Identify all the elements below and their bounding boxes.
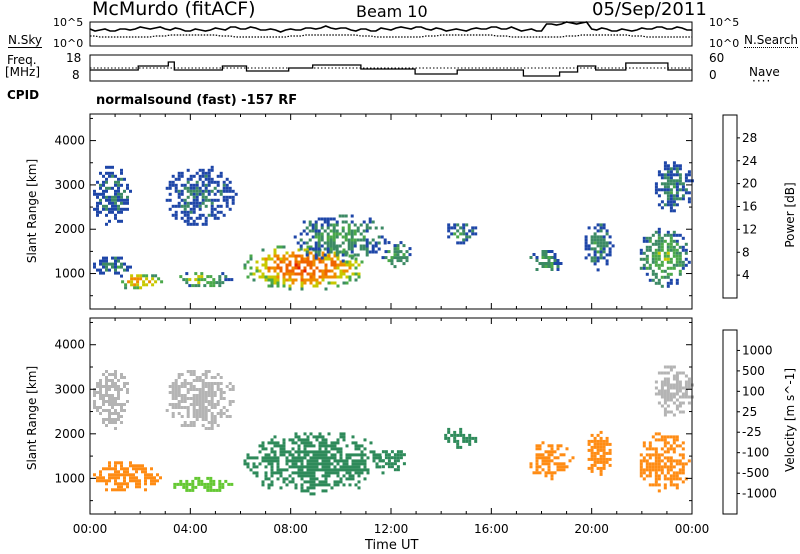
beam-label: Beam 10 bbox=[356, 2, 428, 21]
colorbar-tick-label: 8 bbox=[742, 245, 750, 259]
velocity-colorbar-label: Velocity [m s^-1] bbox=[783, 367, 797, 473]
freq-left-tick-top: 18 bbox=[66, 51, 82, 65]
colorbar-tick-label: -1000 bbox=[742, 487, 777, 501]
colorbar-tick-label: 20 bbox=[742, 177, 757, 191]
cpid-label: CPID bbox=[7, 88, 40, 102]
colorbar-tick-label: -100 bbox=[742, 446, 769, 460]
y-tick-label: 1000 bbox=[54, 267, 85, 281]
power-echo-region bbox=[654, 161, 694, 213]
power-echo-region bbox=[584, 223, 615, 272]
velocity-echo-region bbox=[93, 370, 129, 430]
velocity-echo-region bbox=[378, 450, 406, 472]
colorbar-tick-label: 24 bbox=[742, 154, 757, 168]
colorbar-tick-label: 12 bbox=[742, 222, 757, 236]
colorbar-tick-label: 25 bbox=[742, 405, 757, 419]
velocity-echo-region bbox=[444, 427, 478, 449]
station-title: McMurdo (fitACF) bbox=[92, 0, 256, 20]
frequency-trace bbox=[90, 61, 692, 77]
y-tick-label: 4000 bbox=[54, 338, 85, 352]
colorbar-tick-label: 4 bbox=[742, 268, 750, 282]
x-tick-label: 08:00 bbox=[273, 522, 308, 536]
x-tick-label: 20:00 bbox=[574, 522, 609, 536]
colorbar-tick-label: 28 bbox=[742, 131, 757, 145]
x-tick-label: 16:00 bbox=[474, 522, 509, 536]
colorbar-tick-label: -500 bbox=[742, 466, 769, 480]
power-echo-region bbox=[93, 165, 132, 226]
colorbar-tick-label: 1000 bbox=[742, 343, 773, 357]
y-tick-label: 2000 bbox=[54, 427, 85, 441]
y-tick-label: 3000 bbox=[54, 382, 85, 396]
power-ylabel: Slant Range [km] bbox=[25, 158, 39, 264]
velocity-echo-region bbox=[587, 430, 612, 476]
x-tick-label: 00:00 bbox=[73, 522, 108, 536]
date-label: 05/Sep/2011 bbox=[592, 0, 707, 20]
power-echo-region bbox=[93, 256, 132, 278]
power-echo-region bbox=[381, 241, 412, 269]
power-echo-region bbox=[179, 272, 234, 288]
velocity-ylabel: Slant Range [km] bbox=[25, 365, 39, 471]
y-tick-label: 2000 bbox=[54, 222, 85, 236]
power-echo-region bbox=[293, 214, 387, 263]
colorbar-tick-label: 500 bbox=[742, 364, 765, 378]
velocity-echo-region bbox=[173, 476, 234, 492]
x-axis-label: Time UT bbox=[365, 538, 419, 553]
noise-left-tick-top: 10^5 bbox=[53, 16, 84, 29]
velocity-echo-region bbox=[654, 365, 694, 417]
colorbar-tick-label: 100 bbox=[742, 384, 765, 398]
nsearch-trace bbox=[90, 34, 692, 38]
velocity-echo-region bbox=[165, 370, 235, 430]
velocity-echo-region bbox=[639, 432, 691, 493]
noise-right-tick-top: 10^5 bbox=[709, 16, 740, 29]
velocity-echo-region bbox=[529, 441, 575, 481]
colorbar-tick-label: -25 bbox=[742, 425, 762, 439]
power-panel-frame bbox=[89, 113, 693, 310]
power-colorbar-frame bbox=[722, 114, 738, 299]
velocity-echo-region bbox=[93, 461, 162, 492]
nsky-label: N.Sky bbox=[8, 33, 43, 48]
noise-right-tick-bottom: 10^0 bbox=[709, 37, 740, 50]
y-tick-label: 3000 bbox=[54, 178, 85, 192]
x-tick-label: 04:00 bbox=[173, 522, 208, 536]
freq-right-tick-top: 60 bbox=[709, 51, 725, 65]
y-tick-label: 4000 bbox=[54, 134, 85, 148]
power-echo-region bbox=[121, 274, 164, 290]
cpid-text: normalsound (fast) -157 RF bbox=[96, 93, 298, 108]
nave-dots: ···· bbox=[752, 74, 772, 88]
x-tick-label: 12:00 bbox=[374, 522, 409, 536]
noise-left-tick-bottom: 10^0 bbox=[53, 37, 84, 50]
power-echo-region bbox=[447, 223, 478, 245]
freq-unit-label: [MHz] bbox=[5, 65, 41, 79]
freq-left-tick-bottom: 8 bbox=[72, 68, 80, 82]
power-echo-region bbox=[639, 227, 691, 288]
velocity-colorbar-frame bbox=[722, 329, 738, 515]
y-tick-label: 1000 bbox=[54, 471, 85, 485]
x-tick-label: 00:00 bbox=[675, 522, 710, 536]
freq-label: Freq. bbox=[7, 53, 37, 67]
power-echo-region bbox=[529, 250, 563, 271]
freq-right-tick-bottom: 0 bbox=[709, 68, 717, 82]
nsky-trace bbox=[89, 21, 692, 33]
noise-panel-frame bbox=[89, 21, 693, 47]
power-echo-region bbox=[165, 165, 238, 226]
power-colorbar-label: Power [dB] bbox=[783, 182, 797, 248]
colorbar-tick-label: 16 bbox=[742, 200, 757, 214]
nave-label: Nave bbox=[749, 65, 780, 79]
velocity-echo-region bbox=[243, 432, 385, 496]
nsearch-label: N.Search bbox=[744, 33, 799, 48]
